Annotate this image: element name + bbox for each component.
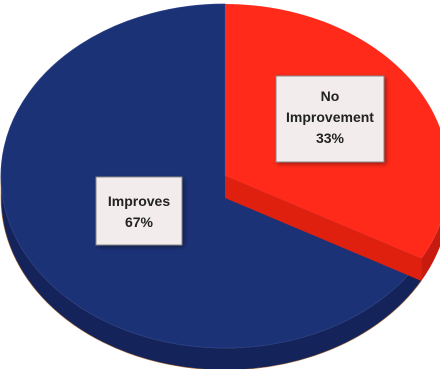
data-label-no-improvement: No Improvement 33% bbox=[275, 75, 385, 163]
label-improves-value: 67% bbox=[125, 214, 154, 230]
label-no-improvement-value: 33% bbox=[316, 130, 345, 146]
label-no-improvement-line2: Improvement bbox=[286, 109, 374, 125]
label-no-improvement-line1: No bbox=[321, 88, 340, 104]
slice-side-no-improvement bbox=[421, 224, 440, 281]
slice-wall-no-improvement bbox=[225, 176, 422, 281]
label-improves-name: Improves bbox=[108, 193, 170, 209]
data-label-improves: Improves 67% bbox=[95, 176, 183, 246]
slice-improves bbox=[0, 3, 422, 349]
